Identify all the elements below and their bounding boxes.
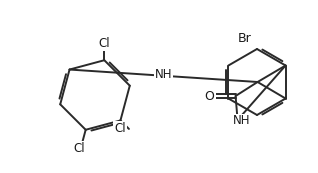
Text: NH: NH [155,68,172,81]
Text: Cl: Cl [99,37,110,50]
Text: O: O [205,89,215,102]
Text: Cl: Cl [114,122,126,135]
Text: Br: Br [238,33,252,45]
Text: Cl: Cl [74,142,86,155]
Text: NH: NH [233,115,250,128]
